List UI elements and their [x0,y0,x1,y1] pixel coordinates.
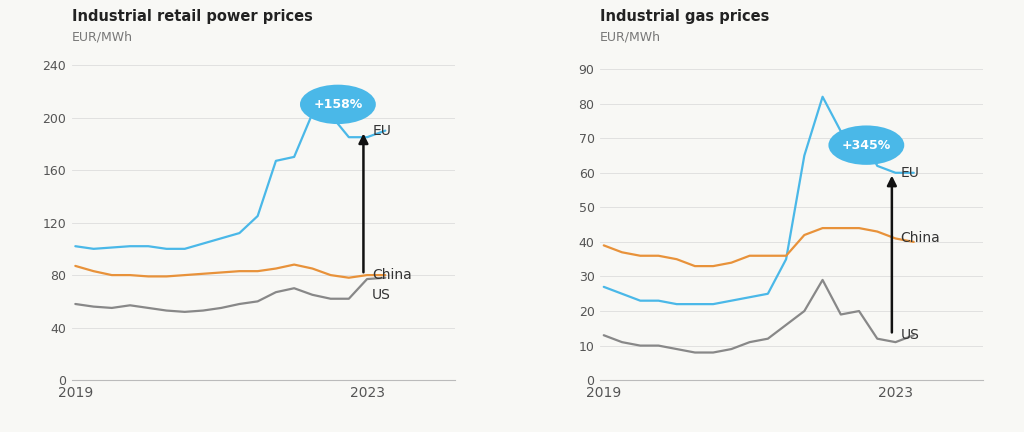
Text: US: US [372,288,391,302]
Text: China: China [901,232,940,245]
Ellipse shape [828,125,904,165]
Text: US: US [901,328,920,342]
Text: China: China [372,268,412,282]
Text: +345%: +345% [842,139,891,152]
Text: EUR/MWh: EUR/MWh [600,31,662,44]
Text: EU: EU [901,166,920,180]
Text: Industrial retail power prices: Industrial retail power prices [72,9,312,24]
Ellipse shape [300,85,376,124]
Text: EU: EU [372,124,391,138]
Text: +158%: +158% [313,98,362,111]
Text: Industrial gas prices: Industrial gas prices [600,9,769,24]
Text: EUR/MWh: EUR/MWh [72,31,133,44]
